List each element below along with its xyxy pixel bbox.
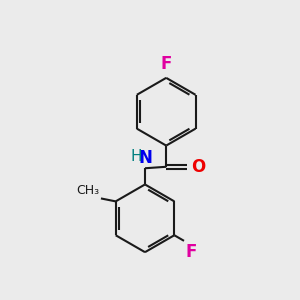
Text: F: F [160,56,172,74]
Text: N: N [139,149,152,167]
Text: H: H [131,149,142,164]
Text: CH₃: CH₃ [76,184,100,197]
Text: F: F [185,243,197,261]
Text: O: O [191,158,205,176]
